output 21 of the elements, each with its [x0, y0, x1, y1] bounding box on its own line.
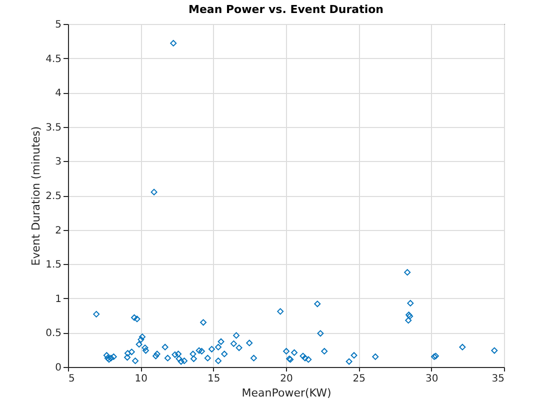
y-tick-label: 4.5	[46, 54, 62, 65]
chart-title: Mean Power vs. Event Duration	[188, 3, 384, 16]
y-tick-label: 3	[55, 156, 62, 168]
y-tick-label: 2	[55, 225, 62, 236]
y-tick-label: 1	[55, 294, 62, 305]
y-axis-title: Event Duration (minutes)	[30, 126, 43, 266]
y-tick-label: 1.5	[46, 260, 62, 271]
x-tick-label: 5	[68, 374, 75, 384]
y-tick-label: 3.5	[46, 122, 62, 134]
y-tick-label: 4	[55, 88, 62, 100]
x-axis-title: MeanPower(KW)	[242, 386, 332, 400]
x-tick-label: 10	[134, 374, 148, 384]
y-tick-label: 0.5	[46, 328, 62, 340]
y-tick-label: 5	[55, 20, 62, 30]
x-tick-label: 15	[207, 374, 220, 384]
y-tick-label: 2.5	[46, 191, 62, 202]
y-tick-label: 0	[55, 362, 62, 374]
x-tick-label: 35	[492, 374, 504, 384]
x-tick-label: 20	[280, 374, 293, 384]
x-tick-label: 30	[425, 374, 438, 384]
x-tick-label: 25	[352, 374, 366, 384]
